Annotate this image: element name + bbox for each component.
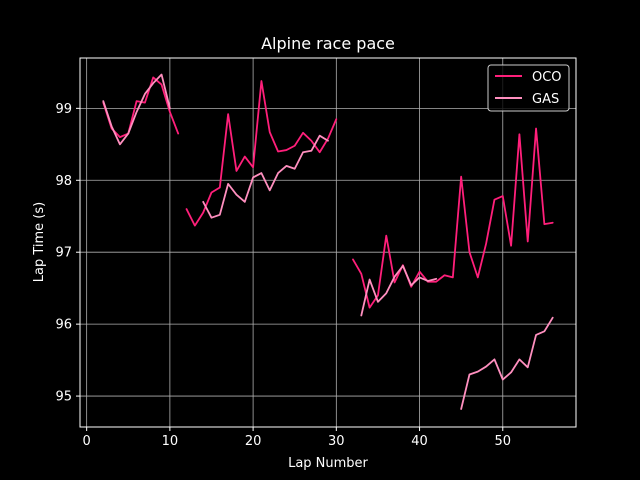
y-tick-label: 97 (55, 246, 72, 261)
y-tick-label: 98 (55, 174, 72, 189)
x-tick-label: 10 (162, 434, 179, 449)
x-tick-label: 0 (83, 434, 91, 449)
series-line-oco-segment-3 (352, 127, 554, 309)
series-line-gas-segment-2 (202, 134, 329, 219)
chart-title: Alpine race pace (261, 34, 395, 53)
series-line-oco-segment-2 (185, 80, 338, 227)
x-tick-label: 40 (411, 434, 428, 449)
x-axis-label: Lap Number (288, 456, 368, 471)
y-tick-label: 99 (55, 102, 72, 117)
x-tick-label: 50 (494, 434, 511, 449)
series-line-gas-segment-3 (360, 264, 438, 317)
y-axis-label: Lap Time (s) (32, 202, 47, 282)
plot-frame (79, 57, 577, 428)
axis-ticks: 0 10 20 30 40 50 95 96 97 98 99 (55, 102, 511, 449)
legend-label-oco: OCO (532, 70, 562, 85)
x-tick-label: 30 (328, 434, 345, 449)
y-tick-label: 96 (55, 318, 72, 333)
series-line-gas-segment-1 (102, 73, 171, 146)
series-lines (102, 73, 554, 410)
x-tick-label: 20 (245, 434, 262, 449)
plot-area (80, 58, 576, 427)
legend: OCO GAS (487, 64, 570, 112)
y-tick-label: 95 (55, 390, 72, 405)
series-line-gas-segment-4 (460, 316, 554, 410)
legend-label-gas: GAS (532, 92, 559, 107)
